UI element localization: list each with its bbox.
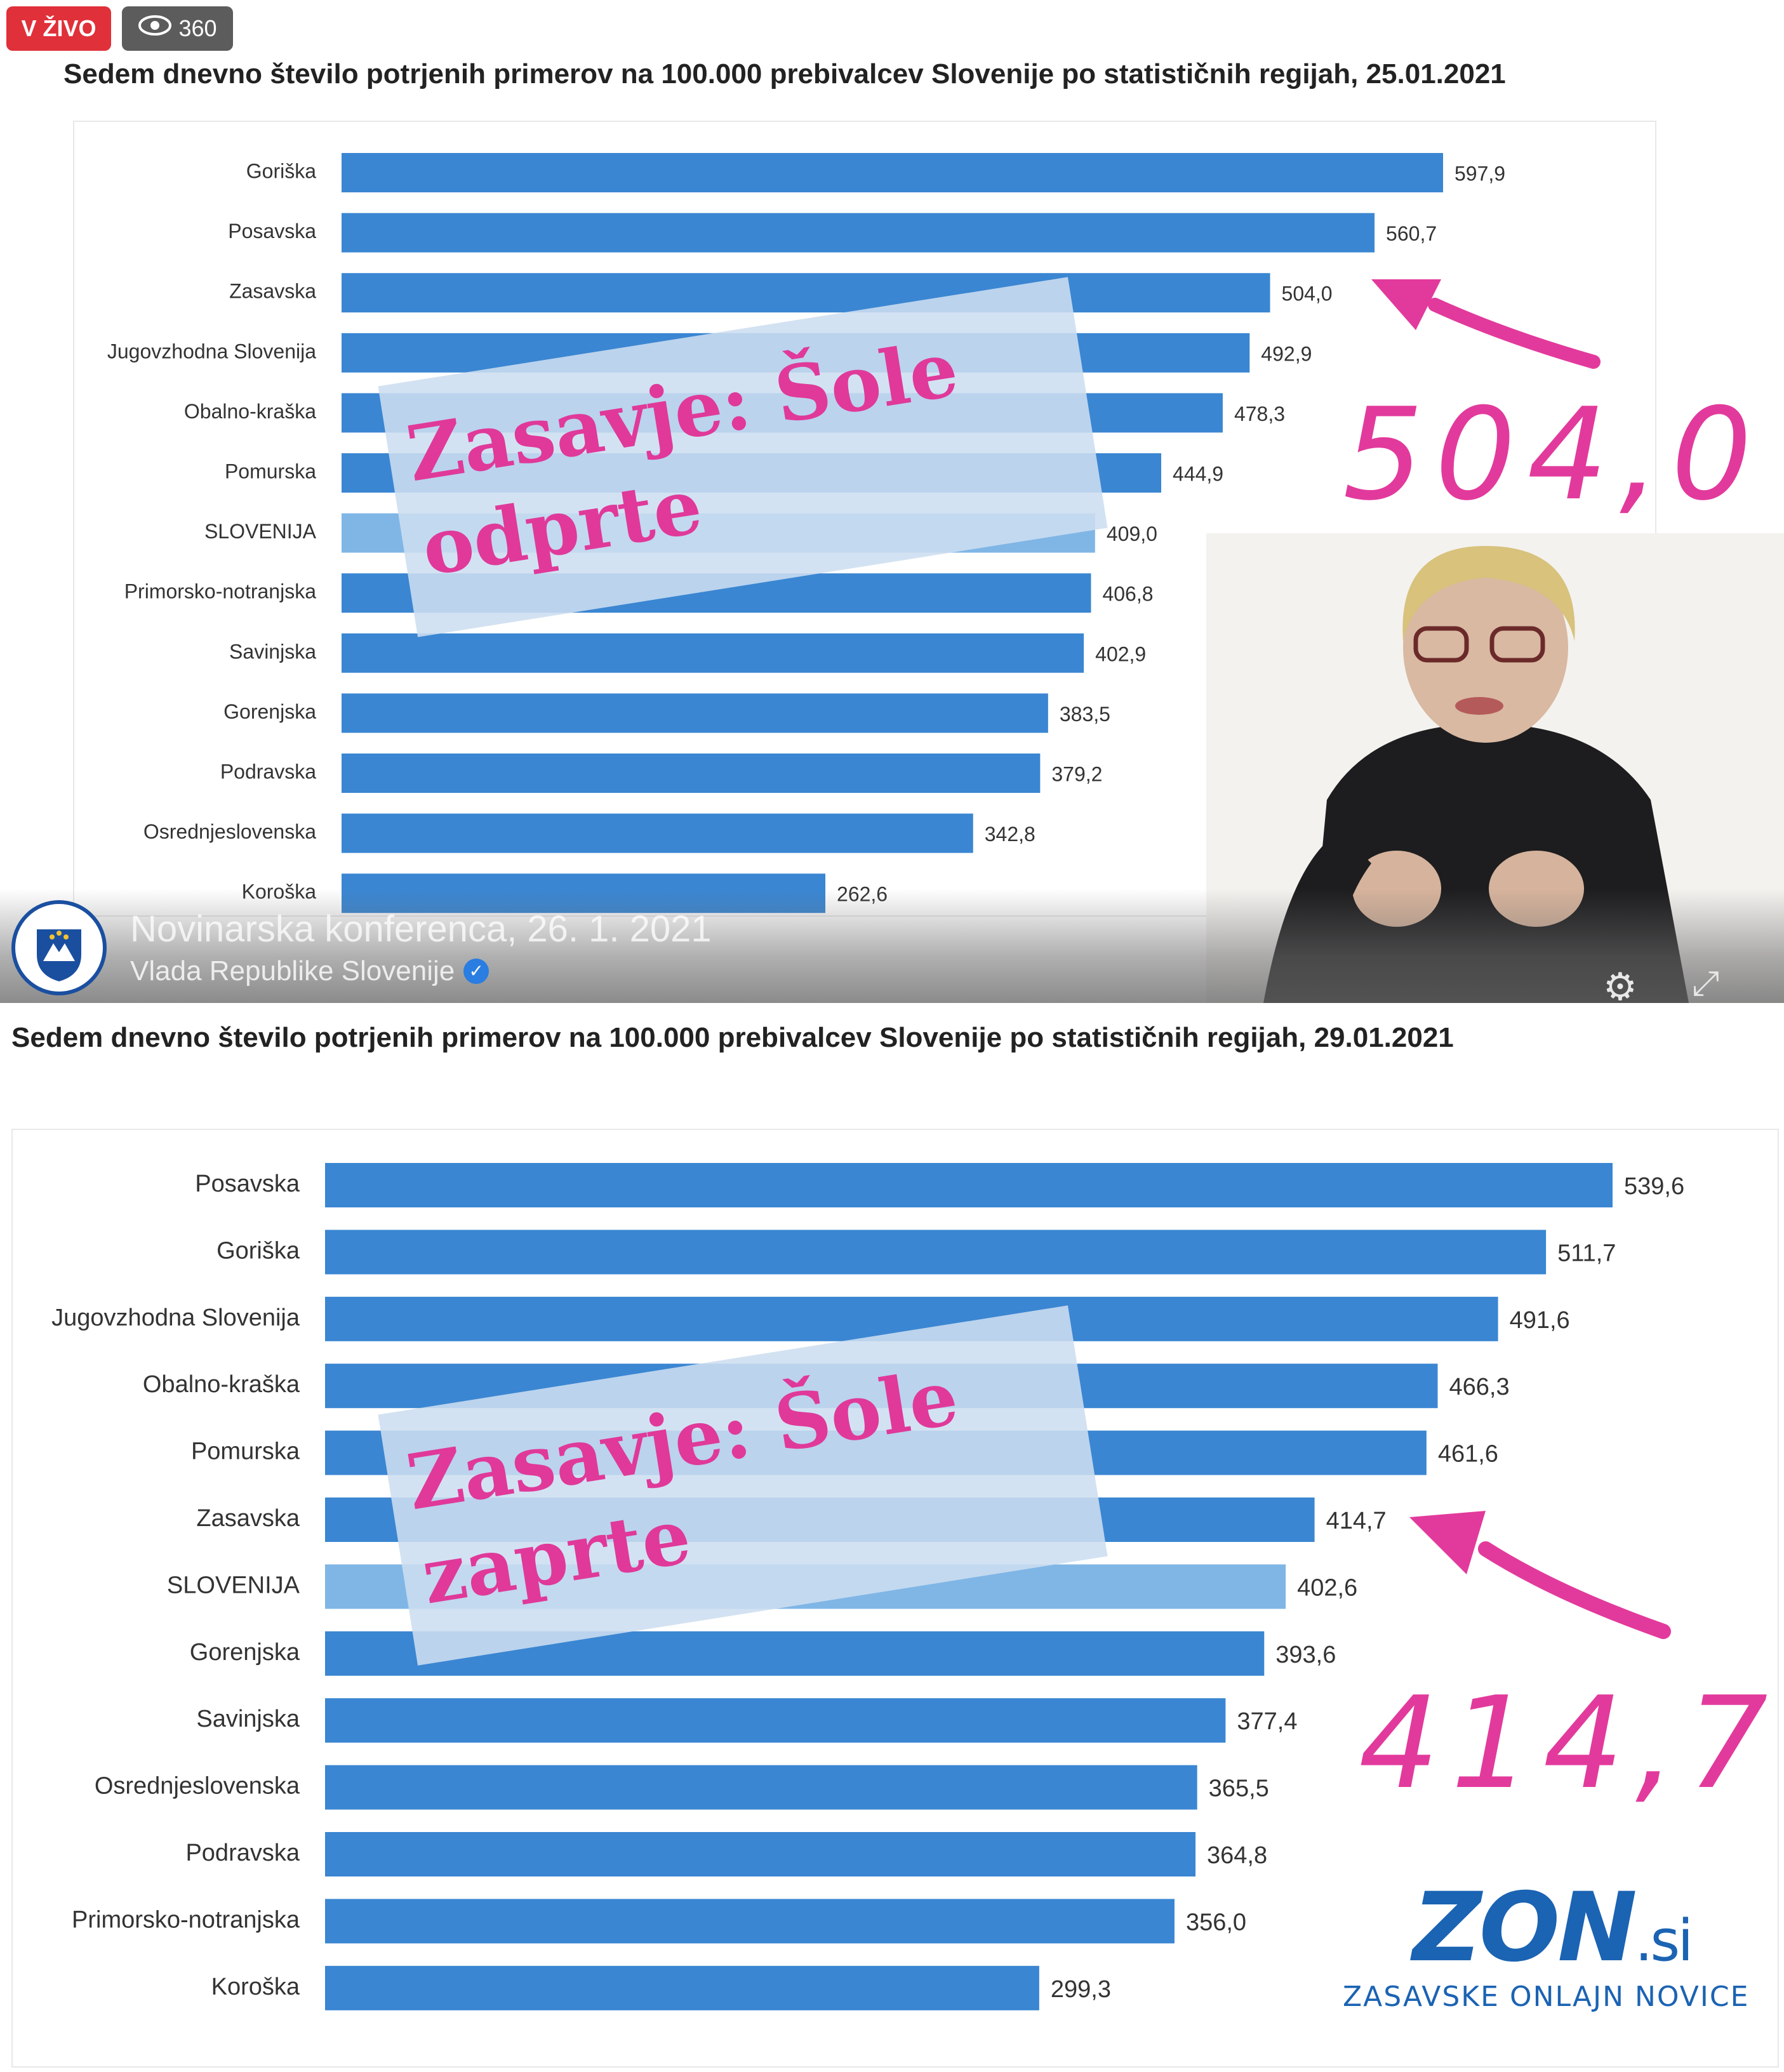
- zon-logo: ZON.si ZASAVSKE ONLAJN NOVICE: [1330, 1873, 1748, 2025]
- value-label: 444,9: [1173, 462, 1223, 485]
- value-label: 461,6: [1438, 1441, 1498, 1468]
- category-label: Goriška: [246, 159, 316, 182]
- value-label: 511,7: [1557, 1240, 1616, 1266]
- value-label: 504,0: [1282, 282, 1333, 305]
- top-video-panel: Sedem dnevno število potrjenih primerov …: [0, 0, 1784, 1008]
- bar: [325, 1698, 1226, 1743]
- category-label: Koroška: [211, 1974, 300, 2000]
- bottom-chart-panel: Sedem dnevno število potrjenih primerov …: [0, 1003, 1784, 2072]
- category-label: SLOVENIJA: [204, 520, 317, 543]
- category-label: Obalno-kraška: [184, 400, 316, 423]
- bar: [342, 273, 1270, 313]
- bar: [342, 813, 973, 853]
- channel-name[interactable]: Vlada Republike Slovenije: [130, 955, 455, 986]
- category-label: Posavska: [195, 1171, 300, 1197]
- value-label: 409,0: [1107, 522, 1157, 545]
- eye-icon: [138, 6, 172, 51]
- value-label: 393,6: [1275, 1642, 1336, 1668]
- value-label: 478,3: [1234, 402, 1285, 425]
- category-label: Gorenjska: [190, 1639, 300, 1666]
- verified-check-icon: ✓: [463, 959, 489, 984]
- category-label: Savinjska: [196, 1706, 300, 1732]
- top-big-number: 504,0: [1343, 381, 1764, 529]
- category-label: Savinjska: [229, 640, 316, 663]
- top-pink-arrow: [1371, 279, 1601, 369]
- live-badge: V ŽIVO: [6, 6, 111, 51]
- value-label: 364,8: [1207, 1842, 1267, 1869]
- bar: [325, 1765, 1197, 1810]
- viewer-count-badge: 360: [122, 6, 233, 51]
- viewer-count: 360: [178, 15, 217, 41]
- value-label: 383,5: [1060, 703, 1110, 726]
- category-label: SLOVENIJA: [167, 1572, 300, 1598]
- value-label: 414,7: [1326, 1508, 1387, 1534]
- bar: [325, 1965, 1039, 2010]
- value-label: 342,8: [985, 823, 1035, 846]
- value-label: 406,8: [1102, 583, 1153, 606]
- category-label: Pomurska: [225, 460, 316, 482]
- zon-logo-subtitle: ZASAVSKE ONLAJN NOVICE: [1343, 1981, 1750, 2013]
- value-label: 299,3: [1051, 1976, 1111, 2003]
- category-label: Jugovzhodna Slovenija: [107, 340, 316, 362]
- category-label: Osrednjeslovenska: [143, 820, 316, 843]
- value-label: 492,9: [1261, 342, 1312, 365]
- category-label: Primorsko-notranjska: [124, 580, 317, 603]
- category-label: Posavska: [228, 220, 316, 242]
- bar: [325, 1230, 1547, 1275]
- value-label: 560,7: [1386, 222, 1437, 245]
- fullscreen-icon[interactable]: ⤢: [1692, 964, 1720, 1002]
- channel-name-row[interactable]: Vlada Republike Slovenije ✓: [130, 955, 489, 987]
- value-label: 365,5: [1209, 1776, 1269, 1802]
- value-label: 379,2: [1051, 762, 1102, 785]
- value-label: 402,9: [1095, 642, 1146, 665]
- bar: [342, 213, 1375, 253]
- bar: [342, 153, 1443, 192]
- bottom-pink-arrow: [1409, 1511, 1671, 1639]
- category-label: Obalno-kraška: [143, 1371, 300, 1398]
- category-label: Goriška: [216, 1237, 300, 1264]
- value-label: 377,4: [1237, 1708, 1297, 1735]
- category-label: Podravska: [185, 1840, 300, 1866]
- value-label: 402,6: [1297, 1574, 1357, 1601]
- bar: [325, 1832, 1196, 1876]
- category-label: Podravska: [220, 760, 316, 783]
- value-label: 491,6: [1510, 1307, 1570, 1334]
- category-label: Pomurska: [191, 1438, 300, 1465]
- bar: [342, 633, 1084, 673]
- bottom-chart-title: Sedem dnevno število potrjenih primerov …: [11, 1022, 1454, 1053]
- bar: [342, 693, 1048, 733]
- category-label: Zasavska: [196, 1505, 300, 1532]
- category-label: Zasavska: [229, 280, 316, 303]
- value-label: 597,9: [1454, 162, 1505, 185]
- category-label: Primorsko-notranjska: [72, 1906, 300, 1933]
- video-info-bar: [0, 889, 1784, 1003]
- top-chart-title: Sedem dnevno število potrjenih primerov …: [63, 58, 1506, 90]
- bar: [325, 1899, 1175, 1944]
- value-label: 539,6: [1624, 1173, 1684, 1200]
- category-label: Osrednjeslovenska: [95, 1773, 300, 1800]
- bar: [325, 1163, 1613, 1207]
- settings-gear-icon[interactable]: ⚙: [1603, 966, 1637, 1008]
- category-label: Jugovzhodna Slovenija: [51, 1305, 300, 1331]
- bottom-big-number: 414,7: [1359, 1670, 1780, 1817]
- zon-logo-mark: ZON.si: [1413, 1873, 1693, 1983]
- channel-avatar[interactable]: [11, 900, 107, 995]
- category-label: Gorenjska: [223, 700, 316, 723]
- video-title[interactable]: Novinarska konferenca, 26. 1. 2021: [130, 908, 712, 950]
- bar: [342, 754, 1041, 793]
- value-label: 466,3: [1449, 1374, 1510, 1400]
- value-label: 356,0: [1186, 1909, 1246, 1936]
